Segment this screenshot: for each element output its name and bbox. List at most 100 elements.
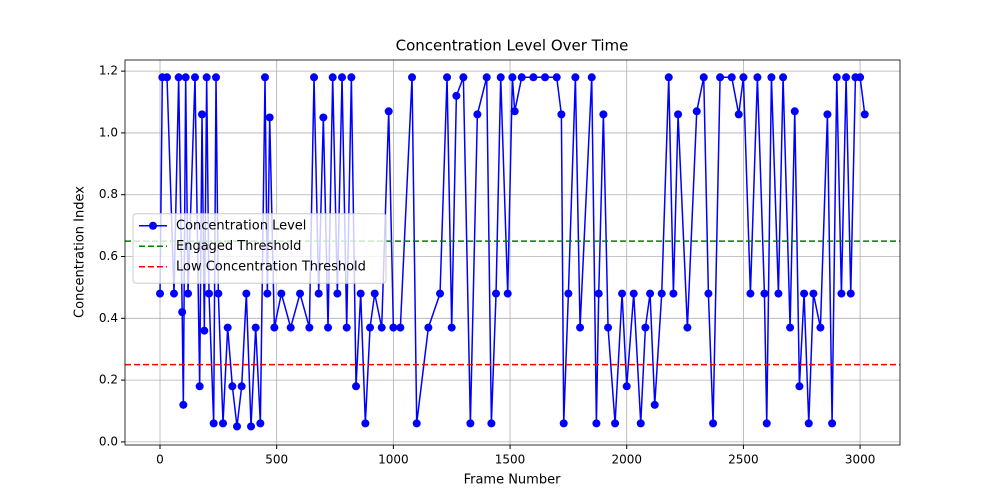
data-point [674, 110, 683, 119]
data-point [286, 323, 295, 332]
data-point [709, 419, 718, 428]
data-point [247, 422, 256, 431]
data-point [837, 289, 846, 298]
data-point [508, 73, 517, 82]
x-tick-label: 0 [156, 453, 164, 467]
data-point [242, 289, 251, 298]
data-point [564, 289, 573, 298]
data-point [636, 419, 645, 428]
y-tick-label: 1.0 [99, 125, 118, 139]
data-point [214, 289, 223, 298]
x-tick-label: 1500 [495, 453, 526, 467]
data-point [842, 73, 851, 82]
data-point [412, 419, 421, 428]
data-point [571, 73, 580, 82]
data-point [762, 419, 771, 428]
data-point [443, 73, 452, 82]
y-tick-label: 0.2 [99, 373, 118, 387]
data-point [669, 289, 678, 298]
data-point [179, 400, 188, 409]
x-tick-label: 1000 [378, 453, 409, 467]
data-point [223, 323, 232, 332]
data-point [618, 289, 627, 298]
data-point [473, 110, 482, 119]
data-point [202, 73, 211, 82]
data-point [184, 289, 193, 298]
data-point [856, 73, 865, 82]
data-point [541, 73, 550, 82]
y-tick-label: 0.0 [99, 434, 118, 448]
data-point [212, 73, 221, 82]
data-point [716, 73, 725, 82]
data-point [263, 289, 272, 298]
plot-frame [124, 59, 901, 446]
data-point [492, 289, 501, 298]
data-point [237, 382, 246, 391]
data-point [809, 289, 818, 298]
data-point [496, 73, 505, 82]
data-point [587, 73, 596, 82]
data-point [704, 289, 713, 298]
data-point [174, 73, 183, 82]
data-point [734, 110, 743, 119]
data-point [384, 107, 393, 116]
data-point [198, 110, 207, 119]
y-tick-label: 0.4 [99, 311, 118, 325]
data-point [356, 289, 365, 298]
data-point [760, 289, 769, 298]
data-point [361, 419, 370, 428]
data-point [683, 323, 692, 332]
x-tick-label: 500 [265, 453, 288, 467]
data-point [436, 289, 445, 298]
data-point [251, 323, 260, 332]
data-point [860, 110, 869, 119]
data-point [233, 422, 242, 431]
data-point [342, 323, 351, 332]
data-point [447, 323, 456, 332]
data-point [510, 107, 519, 116]
data-point [800, 289, 809, 298]
legend-box [132, 213, 387, 284]
data-point [338, 73, 347, 82]
data-point [324, 323, 333, 332]
data-point [347, 73, 356, 82]
data-point [552, 73, 561, 82]
data-point [646, 289, 655, 298]
data-point [559, 419, 568, 428]
x-axis-label: Frame Number [464, 473, 562, 488]
data-point [816, 323, 825, 332]
y-tick-label: 0.8 [99, 187, 118, 201]
data-point [599, 110, 608, 119]
legend-label: Engaged Threshold [176, 239, 301, 254]
data-point [795, 382, 804, 391]
data-point [557, 110, 566, 119]
data-point [156, 289, 165, 298]
data-point [452, 91, 461, 100]
data-point [657, 289, 666, 298]
data-point [650, 400, 659, 409]
data-point [753, 73, 762, 82]
data-point [592, 419, 601, 428]
data-point [517, 73, 526, 82]
data-point [503, 289, 512, 298]
legend-label: Concentration Level [176, 218, 306, 233]
data-point [767, 73, 776, 82]
data-point [181, 73, 190, 82]
data-point [804, 419, 813, 428]
data-point [594, 289, 603, 298]
y-axis-label: Concentration Index [73, 186, 88, 318]
data-point [228, 382, 237, 391]
data-point [823, 110, 832, 119]
data-point [209, 419, 218, 428]
data-point [310, 73, 319, 82]
x-tick-label: 2500 [728, 453, 759, 467]
chart-title: Concentration Level Over Time [396, 37, 629, 55]
data-point [333, 289, 342, 298]
legend-label: Low Concentration Threshold [176, 259, 366, 274]
data-point [277, 289, 286, 298]
data-point [692, 107, 701, 116]
data-point [424, 323, 433, 332]
series-line [159, 76, 866, 427]
y-tick-label: 0.6 [99, 249, 118, 263]
